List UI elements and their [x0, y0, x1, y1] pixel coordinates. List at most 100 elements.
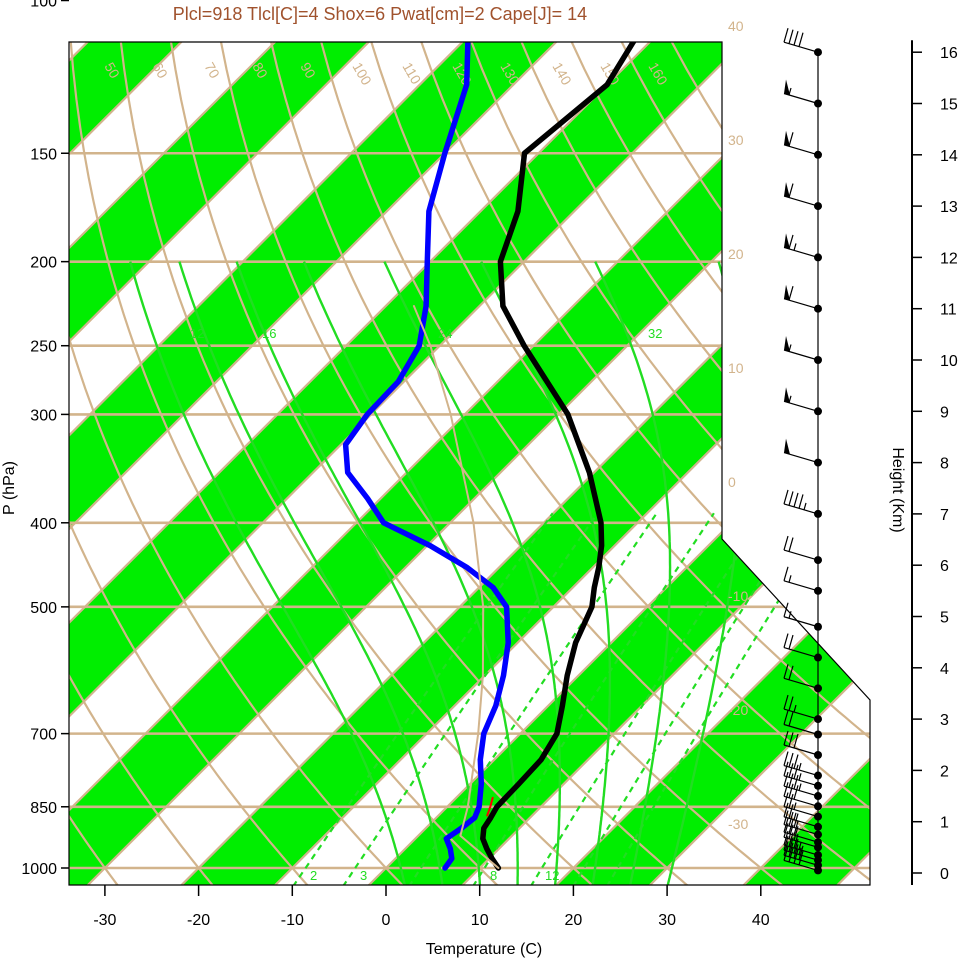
height-tick-label: 5 [940, 610, 949, 627]
height-tick-label: 9 [940, 404, 949, 421]
moist-adiabat-line [383, 261, 561, 885]
height-tick-label: 1 [940, 815, 949, 832]
p-tick-label: 500 [30, 600, 57, 617]
wind-barb-shaft [783, 503, 819, 515]
wind-barb-shaft [783, 41, 819, 53]
sounding-line [480, 42, 657, 871]
wind-barb-shaft [783, 795, 819, 807]
isotherm-label: 40 [728, 18, 744, 34]
mixing-ratio-label: 8 [490, 868, 497, 883]
wind-barb-feather [788, 793, 794, 809]
wind-barb-feather [783, 710, 789, 725]
wind-barb-shaft [783, 616, 819, 628]
wind-barb-feather [788, 665, 794, 680]
dry-adiabat-line [69, 42, 405, 885]
wind-barb-feather [798, 32, 804, 47]
pressure-axis: 100 150 200 250 300 400 500 700 850 1000 [21, 0, 69, 878]
wind-barb-shaft [783, 844, 819, 856]
isotherm-line [179, 42, 870, 885]
wind-barb-feather [783, 802, 789, 817]
wind-barb-feather [788, 732, 794, 747]
wind-barb-feather [788, 286, 794, 301]
wind-barb-feather [788, 752, 794, 768]
wind-barb-feather [783, 751, 789, 766]
wind-barb-feather [783, 846, 789, 861]
wind-barb-half-feather [798, 842, 802, 850]
p-tick-label: 1000 [21, 861, 57, 878]
wind-barb-feather [798, 494, 804, 509]
dry-adiabat-label: 50 [101, 60, 123, 82]
wind-barb-shaft [783, 805, 819, 818]
dry-adiabat-line [504, 42, 870, 885]
wind-barb-shaft [783, 646, 819, 659]
wind-barb-shaft [783, 775, 819, 787]
moist-adiabat-line [235, 261, 482, 885]
wind-barb-shaft [783, 859, 819, 872]
x-tick-label: 40 [752, 912, 770, 929]
isotherm-label: -10 [728, 588, 748, 604]
wind-barb-feather [788, 804, 794, 819]
wind-barb-feather [788, 773, 794, 788]
mixing-ratio-label: 2 [310, 868, 317, 883]
isotherm-line [835, 42, 870, 885]
x-tick-label: -30 [93, 912, 116, 929]
x-tick-label: -20 [187, 912, 210, 929]
wind-barb-feather [793, 764, 799, 779]
dry-adiabat-label: 140 [549, 60, 575, 88]
x-axis-label: Temperature (C) [426, 941, 542, 958]
wind-barb-feather [793, 785, 799, 800]
wind-barb-feather [788, 711, 794, 727]
wind-barb-feather [793, 849, 799, 864]
x-tick-label: 30 [658, 912, 676, 929]
wind-barb-feather [783, 730, 789, 746]
moist-adiabat-label: 12 [190, 326, 204, 341]
dry-adiabat-line [0, 1, 24, 887]
p-tick-label: 250 [30, 339, 57, 356]
wind-barb-feather [793, 754, 799, 769]
wind-barb-shaft [783, 723, 819, 736]
height-tick-label: 11 [940, 302, 957, 319]
wind-barb-feather [788, 537, 794, 552]
wind-barb-feather [798, 850, 804, 866]
isotherm-label: 10 [728, 360, 744, 376]
dry-adiabat-line [69, 42, 215, 885]
wind-barb-feather [793, 492, 799, 508]
x-tick-label: 20 [565, 912, 583, 929]
isotherm-line [69, 42, 76, 885]
dry-adiabat-line [309, 42, 870, 885]
wind-barb-shaft [783, 785, 819, 797]
dry-adiabat-line [358, 42, 870, 885]
wind-barb-feather [783, 535, 789, 551]
p-tick-label: 700 [30, 727, 57, 744]
wind-barb-shaft [783, 744, 819, 756]
height-tick-label: 14 [940, 148, 958, 165]
wind-barb-column [783, 28, 822, 875]
isotherm-label: 30 [728, 132, 744, 148]
wind-barb-half-feather [788, 87, 792, 96]
wind-barb-shaft [783, 831, 819, 843]
temperature-band [69, 42, 825, 885]
height-axis-label: Height (Km) [889, 447, 906, 532]
temperature-band [69, 42, 450, 885]
wind-barb-flag [784, 79, 790, 96]
wind-barb-shaft [783, 677, 819, 689]
dry-adiabat-label: 70 [201, 60, 223, 82]
wind-barb-feather [788, 696, 794, 711]
wind-barb-flag [784, 182, 790, 198]
wind-barb-feather [793, 844, 799, 859]
wind-barb-feather [783, 633, 789, 648]
wind-barb-feather [798, 845, 804, 860]
x-axis: -30 -20 -10 0 10 20 30 40 [93, 885, 770, 929]
wind-barb-shaft [783, 580, 819, 592]
x-tick-label: 0 [382, 912, 391, 929]
moist-adiabat-line [480, 261, 612, 885]
dry-adiabat-line [455, 42, 870, 885]
moist-adiabat-label: 16 [262, 326, 276, 341]
p-tick-label: 850 [30, 800, 57, 817]
isotherm-line [460, 42, 870, 885]
dry-adiabat-line [212, 42, 785, 885]
isotherm-line [69, 42, 451, 885]
dry-adiabat-line [69, 42, 120, 885]
